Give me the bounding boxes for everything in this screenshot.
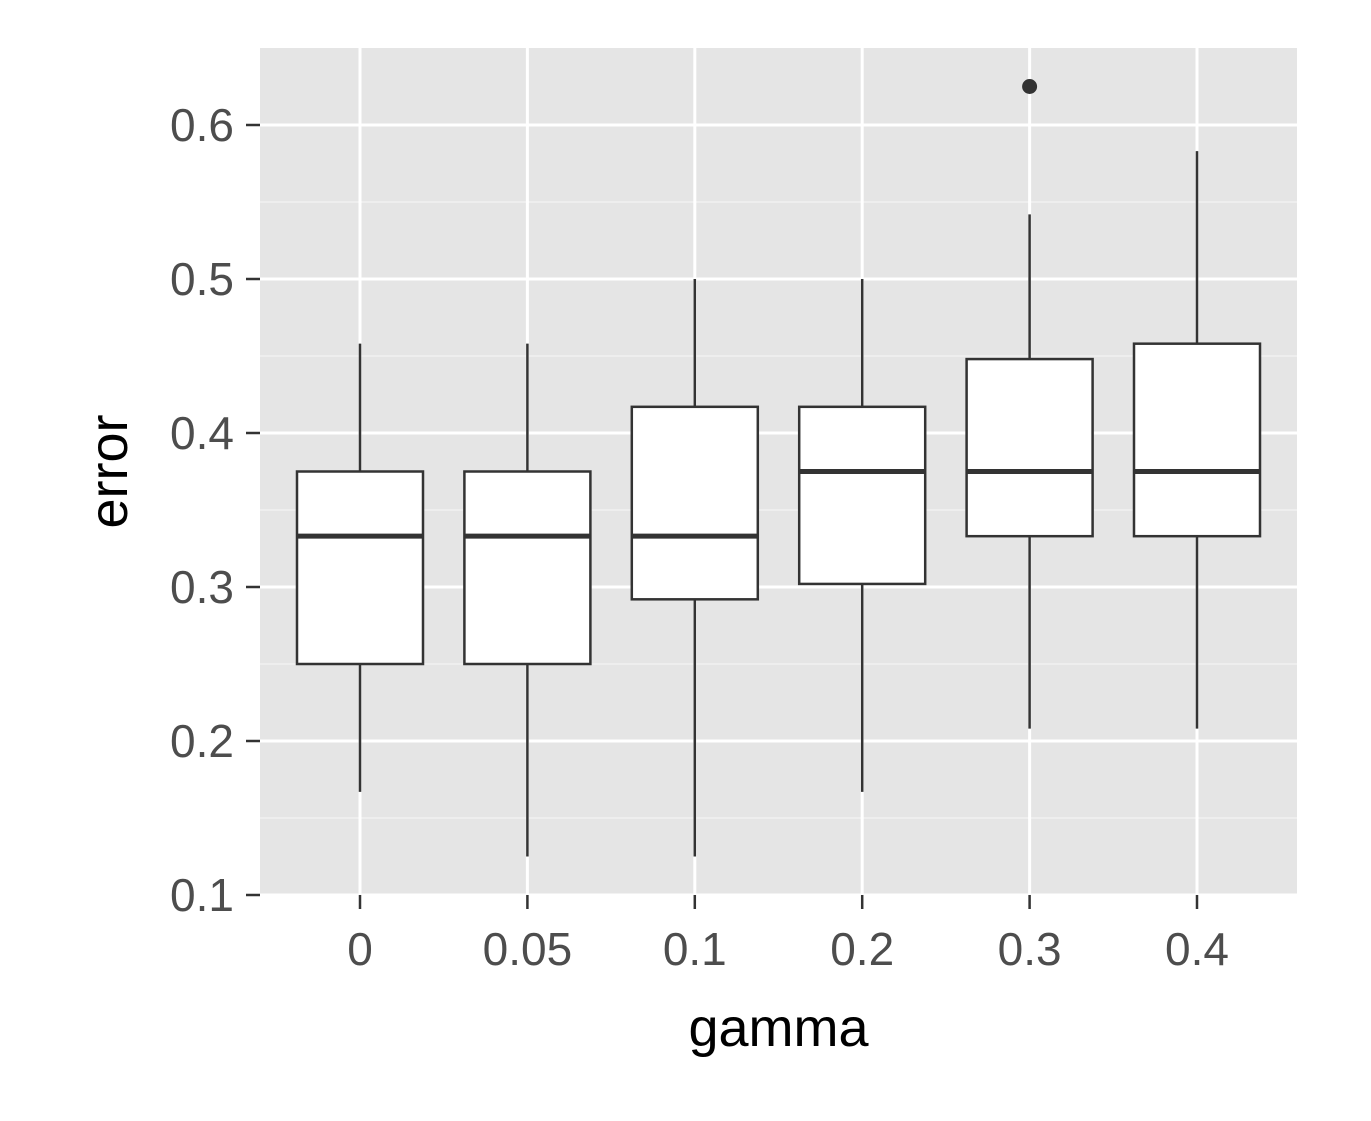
box-iqr	[1132, 342, 1262, 538]
box-iqr	[797, 405, 927, 586]
x-tick-label: 0.2	[830, 923, 894, 975]
y-tick-label: 0.6	[170, 99, 234, 151]
y-tick-label: 0.3	[170, 561, 234, 613]
plot-panel	[260, 48, 1297, 895]
box-iqr	[463, 470, 592, 666]
boxes	[295, 79, 1262, 857]
y-axis-title: error	[79, 414, 139, 528]
box-group	[630, 279, 760, 857]
box-group	[797, 279, 927, 792]
box-group	[965, 79, 1094, 729]
axes: 0.1 0.2 0.3 0.4 0.5 0.6 0 0.05 0.1 0.2 0.3 0.4	[170, 99, 1229, 975]
x-tick-label: 0.1	[663, 923, 727, 975]
outlier-point	[1022, 79, 1038, 94]
box-group	[295, 343, 425, 792]
box-iqr	[630, 405, 760, 601]
x-tick-label: 0.4	[1165, 923, 1229, 975]
y-tick-label: 0.2	[170, 715, 234, 767]
x-tick-label: 0.3	[998, 923, 1062, 975]
y-tick-label: 0.5	[170, 253, 234, 305]
box-iqr	[965, 357, 1094, 538]
x-tick-label: 0	[347, 923, 373, 975]
box-group	[463, 343, 592, 857]
y-tick-label: 0.1	[170, 869, 234, 921]
x-tick-label: 0.05	[483, 923, 573, 975]
box-iqr	[295, 470, 425, 666]
y-tick-label: 0.4	[170, 407, 234, 459]
x-axis-title: gamma	[688, 998, 869, 1058]
box-group	[1132, 151, 1262, 729]
